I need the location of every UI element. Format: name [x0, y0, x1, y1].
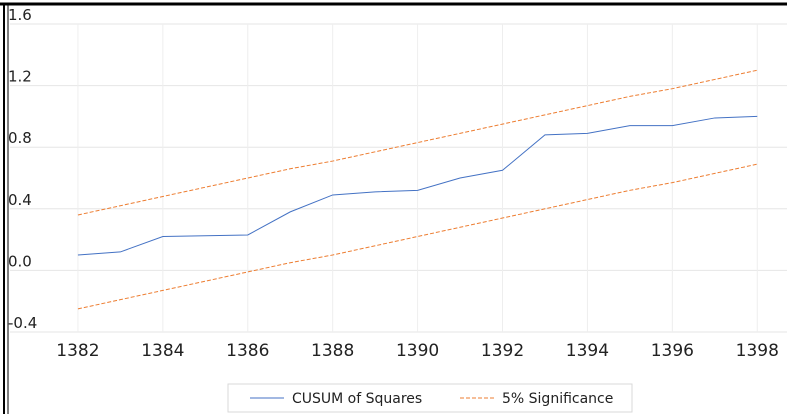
x-tick-label: 1382: [56, 341, 99, 361]
y-tick-label: 0.8: [8, 129, 32, 147]
x-tick-label: 1386: [226, 341, 269, 361]
x-tick-label: 1388: [311, 341, 354, 361]
x-tick-label: 1396: [651, 341, 694, 361]
legend-label: CUSUM of Squares: [292, 391, 422, 407]
y-tick-label: 0.0: [8, 252, 32, 270]
page: -0.4 0.0 0.4 0.8 1.2 1.6 1382 1384 1386 1388 1390 1…: [0, 0, 787, 414]
legend-label: 5% Significance: [502, 391, 613, 407]
x-tick-label: 1392: [481, 341, 524, 361]
chart: -0.4 0.0 0.4 0.8 1.2 1.6 1382 1384 1386 1388 1390 1…: [0, 0, 787, 414]
x-tick-label: 1390: [396, 341, 439, 361]
y-tick-label: 1.2: [8, 68, 32, 86]
y-tick-label: 0.4: [8, 191, 32, 209]
x-tick-label: 1398: [736, 341, 779, 361]
y-tick-label: -0.4: [8, 314, 37, 332]
x-tick-label: 1394: [566, 341, 609, 361]
y-tick-label: 1.6: [8, 6, 32, 24]
x-tick-label: 1384: [141, 341, 184, 361]
